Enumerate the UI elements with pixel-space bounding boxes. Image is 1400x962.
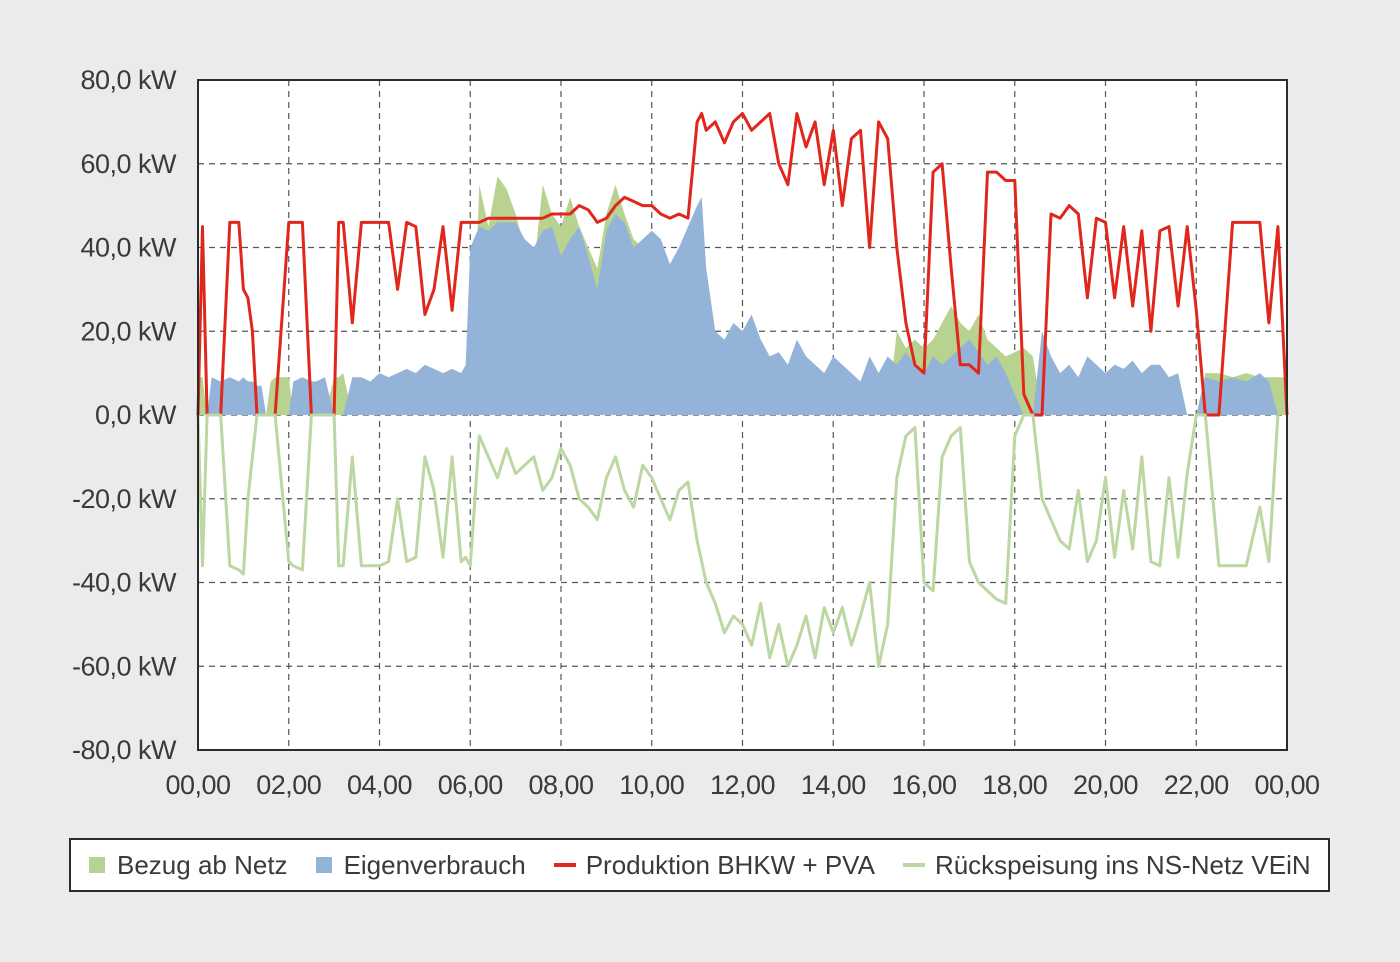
legend-label-rueckspeisung: Rückspeisung ins NS-Netz VEiN bbox=[934, 849, 1311, 880]
x-tick-label: 10,00 bbox=[619, 770, 684, 800]
legend-swatch-bezug bbox=[89, 857, 105, 873]
x-tick-label: 04,00 bbox=[347, 770, 412, 800]
legend-label-produktion: Produktion BHKW + PVA bbox=[585, 849, 875, 880]
y-tick-label: 80,0 kW bbox=[80, 65, 177, 95]
y-tick-label: -80,0 kW bbox=[72, 735, 177, 765]
x-tick-label: 16,00 bbox=[891, 770, 956, 800]
x-tick-label: 22,00 bbox=[1164, 770, 1229, 800]
line-produktion-bhkw-pva bbox=[196, 112, 1289, 417]
legend-item-rueckspeisung: Rückspeisung ins NS-Netz VEiN bbox=[902, 849, 1311, 881]
legend-swatch-eigenverbrauch bbox=[315, 857, 332, 873]
x-tick-label: 14,00 bbox=[801, 770, 866, 800]
legend-label-bezug: Bezug ab Netz bbox=[117, 849, 288, 880]
line-r-ckspeisung-ins-ns-netz-vein bbox=[196, 413, 1280, 668]
legend-item-eigenverbrauch: Eigenverbrauch bbox=[315, 849, 526, 881]
x-tick-label: 00,00 bbox=[165, 770, 230, 800]
line-series bbox=[196, 112, 1289, 668]
tick-labels: 80,0 kW 60,0 kW 40,0 kW 20,0 kW 0,0 kW -20,0 … bbox=[72, 65, 1320, 800]
y-tick-label: 0,0 kW bbox=[95, 400, 177, 430]
area-series bbox=[198, 176, 1287, 415]
legend-swatch-produktion bbox=[553, 863, 576, 867]
x-tick-label: 02,00 bbox=[256, 770, 321, 800]
legend: Bezug ab Netz Eigenverbrauch Produktion … bbox=[69, 838, 1330, 892]
x-tick-label: 18,00 bbox=[982, 770, 1047, 800]
area-bezug-ab-netz bbox=[198, 176, 1287, 415]
legend-item-produktion: Produktion BHKW + PVA bbox=[553, 849, 875, 881]
y-tick-label: -20,0 kW bbox=[72, 484, 177, 514]
legend-label-eigenverbrauch: Eigenverbrauch bbox=[343, 849, 526, 880]
y-tick-label: -60,0 kW bbox=[72, 651, 177, 681]
y-tick-label: 40,0 kW bbox=[80, 233, 177, 263]
x-tick-label: 20,00 bbox=[1073, 770, 1138, 800]
area-eigenverbrauch bbox=[198, 197, 1287, 415]
x-tick-label: 12,00 bbox=[710, 770, 775, 800]
y-tick-label: 60,0 kW bbox=[80, 149, 177, 179]
x-tick-label: 00,00 bbox=[1254, 770, 1319, 800]
x-tick-label: 06,00 bbox=[438, 770, 503, 800]
legend-swatch-rueckspeisung bbox=[902, 863, 925, 867]
legend-item-bezug: Bezug ab Netz bbox=[89, 850, 288, 881]
y-tick-label: 20,0 kW bbox=[80, 316, 177, 346]
y-tick-label: -40,0 kW bbox=[72, 568, 177, 598]
x-tick-label: 08,00 bbox=[528, 770, 593, 800]
plot-frame bbox=[197, 79, 1288, 751]
